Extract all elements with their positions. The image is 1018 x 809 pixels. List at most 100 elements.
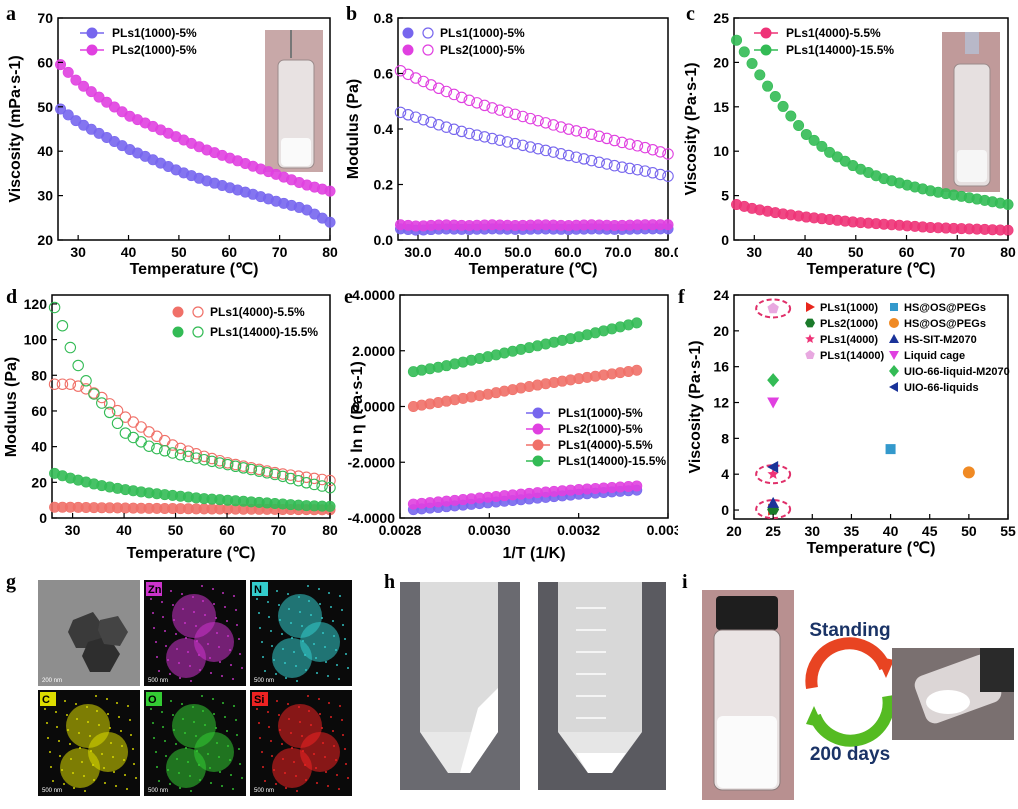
data-point	[455, 91, 468, 104]
x-tick-label: 50	[171, 244, 187, 260]
legend-label: PLs1(14000)-15.5%	[558, 454, 666, 468]
pentagon-marker	[805, 350, 815, 360]
data-point	[151, 430, 163, 443]
data-point	[624, 138, 636, 150]
y-tick-label: 10	[713, 143, 729, 159]
y-tick-label: 4.0000	[352, 287, 395, 303]
data-point	[486, 132, 498, 145]
x-tick-label: 60	[219, 522, 235, 538]
panel-d-chart: d 30 40 50 60 70 80 0 20 40 60 80 100 120 PLs1(4000)…	[3, 286, 338, 562]
square-marker	[885, 444, 896, 455]
panel-c-ylabel: Viscosity (Pa·s-1)	[683, 62, 700, 195]
data-point	[455, 125, 468, 138]
x-tick-label: 80	[322, 522, 338, 538]
cycle-arrows-icon	[805, 637, 895, 747]
data-point	[158, 445, 171, 457]
x-tick-label: 60	[899, 244, 915, 260]
data-point	[324, 500, 336, 512]
y-tick-label: 16	[713, 359, 729, 375]
data-point	[277, 470, 289, 483]
panel-g: g 200 nm Zn 500 nm N 500 nm C 500 nm O 500 nm Si 5…	[0, 568, 380, 804]
data-point	[539, 144, 552, 157]
star-marker	[805, 334, 815, 344]
data-point	[478, 131, 491, 143]
y-tick-label: 0	[721, 232, 729, 248]
element-label: O	[148, 694, 157, 706]
data-point	[308, 478, 321, 491]
data-point	[55, 103, 67, 115]
x-tick-label: 0.0028	[379, 522, 422, 538]
data-point	[646, 167, 659, 179]
panel-f-chart: f 20 25 30 35 40 45 50 55 0 4 8 12 16 20 24 PLs1(1000)…	[678, 286, 1016, 557]
y-tick-label: 0	[39, 510, 47, 526]
x-tick-label: 40	[883, 523, 899, 539]
data-point	[206, 455, 218, 468]
data-point	[143, 440, 155, 452]
data-point	[56, 319, 69, 332]
triangle-up-marker	[889, 334, 899, 343]
data-point	[570, 125, 583, 137]
data-point	[578, 126, 590, 139]
y-tick-label: 0.2	[374, 177, 394, 193]
data-point	[56, 378, 69, 390]
data-point	[394, 106, 407, 119]
data-point	[486, 102, 498, 114]
y-tick-label: 24	[713, 287, 729, 303]
data-point	[64, 341, 77, 354]
data-point	[253, 465, 265, 477]
element-label: Si	[254, 694, 264, 706]
data-point	[471, 129, 483, 141]
legend-label: Liquid cage	[904, 350, 965, 362]
legend-marker-filled	[172, 306, 184, 318]
x-tick-label: 0.0032	[557, 522, 600, 538]
panel-b-frame	[397, 17, 669, 241]
data-point	[324, 474, 336, 487]
x-tick-label: 70	[949, 244, 965, 260]
data-point	[158, 434, 171, 447]
x-tick-label: 30	[65, 522, 81, 538]
panel-f-label: f	[678, 286, 685, 308]
legend-label: PLs1(1000)-5%	[112, 26, 197, 40]
y-tick-label: 30	[37, 188, 53, 204]
micrograph-tile: N 500 nm	[250, 580, 352, 686]
legend-label: HS@OS@PEGs	[904, 302, 986, 314]
data-point	[80, 375, 92, 387]
data-point	[119, 427, 132, 439]
data-point	[731, 34, 743, 46]
data-point	[585, 128, 598, 140]
vial-photo-tilted	[892, 648, 1014, 740]
x-tick-label: 70	[272, 244, 288, 260]
triangle-down-marker	[767, 397, 780, 409]
data-point	[174, 449, 187, 461]
panel-d-ylabel: Modulus (Pa)	[3, 357, 20, 457]
data-point	[524, 112, 537, 125]
panel-e-ylabel: ln η (Pa·s-1)	[349, 361, 366, 453]
y-tick-label: 2.0000	[352, 343, 395, 359]
panel-c-label: c	[686, 3, 695, 25]
x-tick-label: 40	[121, 244, 137, 260]
x-tick-label: 60	[221, 244, 237, 260]
data-point	[143, 426, 155, 438]
legend-marker	[86, 27, 98, 39]
y-tick-label: 60	[31, 403, 47, 419]
tube-photo-right	[538, 582, 666, 790]
data-point	[62, 109, 74, 121]
panel-f-ylabel: Viscosity (Pa·s-1)	[687, 340, 704, 473]
legend-marker	[532, 439, 544, 451]
panel-b-label: b	[346, 3, 357, 25]
y-tick-label: 40	[31, 439, 47, 455]
scale-bar-label: 500 nm	[254, 788, 274, 794]
y-tick-label: 12	[713, 395, 729, 411]
circle-marker	[962, 466, 975, 479]
triangle-left-marker	[767, 461, 779, 474]
triangle-up-marker	[767, 496, 780, 508]
data-point	[324, 216, 336, 228]
data-point	[785, 110, 797, 122]
x-tick-label: 50	[168, 522, 184, 538]
data-point	[269, 468, 281, 481]
x-tick-label: 50.0	[504, 244, 531, 260]
y-tick-label: 20	[37, 232, 53, 248]
hexagon-marker	[805, 318, 815, 328]
y-tick-label: 20	[31, 474, 47, 490]
data-point	[48, 301, 61, 314]
